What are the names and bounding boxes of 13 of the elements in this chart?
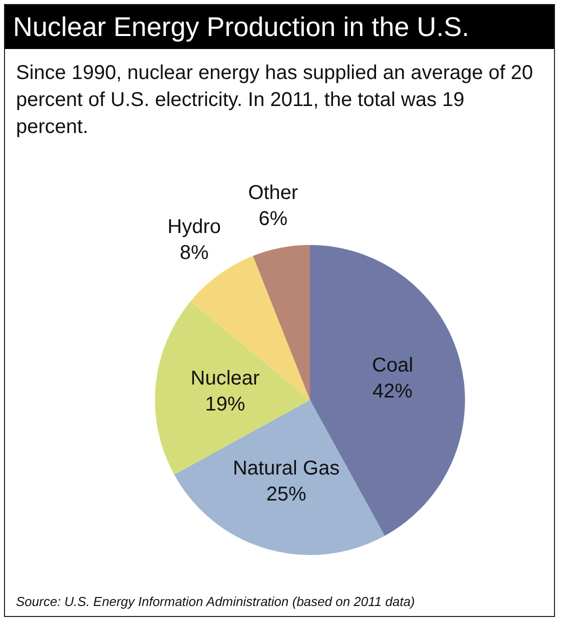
slice-label: Other [248, 182, 298, 204]
data-label: 8% [180, 242, 209, 264]
slice-label: Coal [372, 354, 414, 376]
slice-label: Natural Gas [232, 457, 340, 480]
source-note: Source: U.S. Energy Information Administration (based on 2011 data) [16, 594, 415, 609]
data-label: 19% [205, 393, 246, 416]
chart-title: Nuclear Energy Production in the U.S. [5, 5, 554, 49]
chart-subtitle: Since 1990, nuclear energy has supplied an average of 20 percent of U.S. electricity. In 2011, the total was 19 percent. [16, 61, 534, 140]
slice-label: Nuclear [190, 367, 260, 390]
data-label: 6% [258, 208, 288, 230]
slice-label: Hydro [168, 216, 221, 238]
data-label: 42% [372, 380, 413, 402]
data-label: 25% [266, 483, 306, 506]
